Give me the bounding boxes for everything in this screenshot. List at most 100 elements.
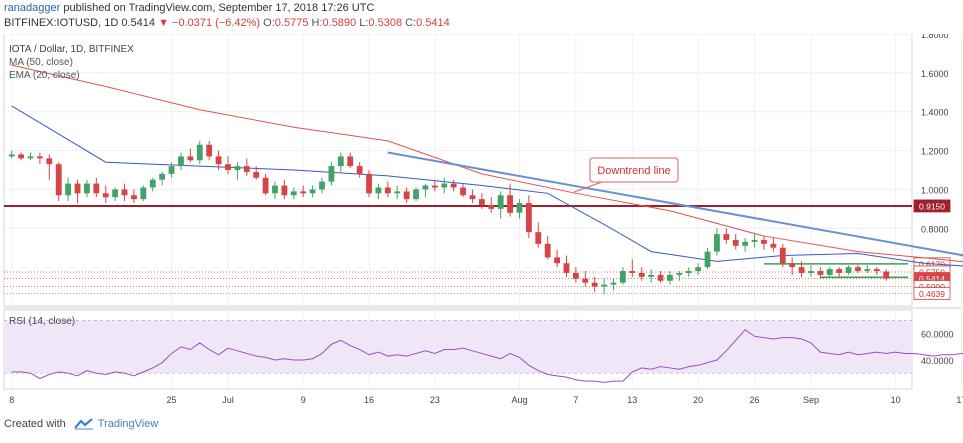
candle-body [356, 166, 363, 174]
candle-body [507, 195, 513, 213]
candle-body [74, 183, 81, 194]
candle-body [290, 191, 297, 196]
candle-body [27, 156, 34, 159]
close-value: 0.5414 [416, 17, 450, 29]
candle-body [422, 185, 429, 190]
ma50-line [11, 64, 963, 263]
footer: Created with TradingView [4, 418, 158, 430]
candle-body [243, 166, 250, 172]
candle-body [864, 269, 871, 272]
candle-body [272, 185, 278, 194]
downtrend-line [387, 151, 963, 257]
rsi-band [4, 320, 912, 374]
candle-body [196, 144, 203, 161]
candle-body [808, 271, 814, 273]
candle-body [572, 272, 579, 279]
candle-body [695, 267, 702, 272]
candle-body [582, 278, 589, 283]
candle-body [262, 177, 269, 194]
publisher-line: ranadagger published on TradingView.com,… [4, 2, 374, 14]
time-tick-label: Aug [511, 395, 527, 405]
candle-body [826, 269, 833, 275]
time-tick-label: 7 [573, 395, 578, 405]
candle-body [18, 154, 25, 159]
candle-body [732, 239, 739, 246]
change-down-icon: ▼ [158, 17, 169, 29]
price-tick-label: 1.4000 [921, 108, 949, 118]
price-tick-label: 1.8000 [921, 34, 949, 40]
candle-body [441, 183, 448, 188]
candle-body [159, 173, 166, 180]
candle-body [535, 232, 542, 244]
candle-body [65, 183, 72, 196]
rsi-line [11, 329, 963, 383]
published-text: published on TradingView.com, September … [63, 2, 375, 14]
candle-body [601, 284, 608, 287]
candle-body [619, 271, 626, 283]
time-tick-label: Sep [803, 395, 819, 405]
candle-body [84, 183, 90, 194]
symbol-line: BITFINEX:IOTUSD, 1D 0.5414 ▼ −0.0371 (−6… [4, 17, 450, 29]
price-badge-label: 0.5000 [919, 282, 945, 292]
candle-body [638, 272, 645, 277]
time-tick-label: 9 [301, 395, 306, 405]
candle-body [855, 267, 861, 272]
rsi-title: RSI (14, close) [9, 316, 75, 327]
open-value: 0.5775 [274, 17, 309, 29]
low-label: L: [359, 17, 369, 29]
chart-title: IOTA / Dollar, 1D, BITFINEX [9, 44, 134, 55]
candle-body [779, 247, 786, 264]
symbol-label: BITFINEX:IOTUSD, 1D [4, 17, 119, 29]
candle-body [742, 241, 749, 246]
tradingview-brand[interactable]: TradingView [97, 418, 159, 430]
candle-body [469, 195, 476, 200]
time-tick-label: 8 [9, 395, 14, 405]
rsi-tick-label: 40.0000 [921, 356, 954, 366]
time-tick-label: 10 [891, 395, 901, 405]
candle-body [206, 144, 213, 157]
candle-body [187, 156, 194, 161]
candle-body [450, 183, 457, 188]
candle-body [667, 274, 673, 281]
time-tick-label: 13 [627, 395, 637, 405]
candle-body [629, 271, 636, 273]
time-tick-label: 17 [956, 395, 963, 405]
candle-body [544, 243, 551, 258]
candle-body [215, 156, 222, 165]
candle-body [460, 187, 466, 196]
candle-body [761, 239, 767, 244]
price-badge [913, 199, 951, 213]
time-axis[interactable]: 8 25 Jul 9 16 23 Aug 7 13 20 26 Sep 10 17 [9, 395, 963, 405]
rsi-pane[interactable]: 60.0000 40.0000 RSI (14, close) [3, 309, 963, 390]
high-value: 0.5890 [322, 17, 357, 29]
author-link[interactable]: ranadagger [4, 2, 61, 14]
candle-body [431, 185, 438, 188]
ema20-line [11, 105, 963, 267]
price-badge-label: 0.6170 [919, 259, 945, 269]
price-badge-label: 0.5414 [919, 274, 945, 284]
annotation-box [589, 157, 679, 183]
price-pane[interactable]: 1.8000 1.6000 1.4000 1.2000 1.0000 0.8000 0.91… [3, 34, 963, 309]
time-tick-label: Jul [222, 395, 234, 405]
high-label: H: [311, 17, 323, 29]
candle-body [648, 274, 655, 277]
legend-ema20: EMA (20, close) [9, 70, 80, 81]
price-badge-label: 0.9150 [919, 201, 945, 211]
candle-body [488, 204, 495, 209]
last-price: 0.5414 [121, 17, 156, 29]
candle-body [554, 257, 560, 264]
candle-body [704, 251, 711, 268]
candle-body [817, 271, 824, 275]
candle-body [281, 185, 288, 196]
legend-ma50: MA (50, close) [9, 57, 73, 68]
price-tick-label: 1.6000 [921, 69, 949, 79]
candle-body [225, 164, 231, 170]
candle-body [770, 243, 777, 248]
open-label: O: [263, 17, 275, 29]
annotation-pointer [573, 181, 603, 193]
candle-body [337, 156, 344, 167]
chart-canvas[interactable]: 1.8000 1.6000 1.4000 1.2000 1.0000 0.8000 0.91… [0, 34, 963, 416]
candle-body [845, 267, 852, 273]
price-pane-frame [3, 34, 913, 307]
candle-body [525, 203, 532, 233]
